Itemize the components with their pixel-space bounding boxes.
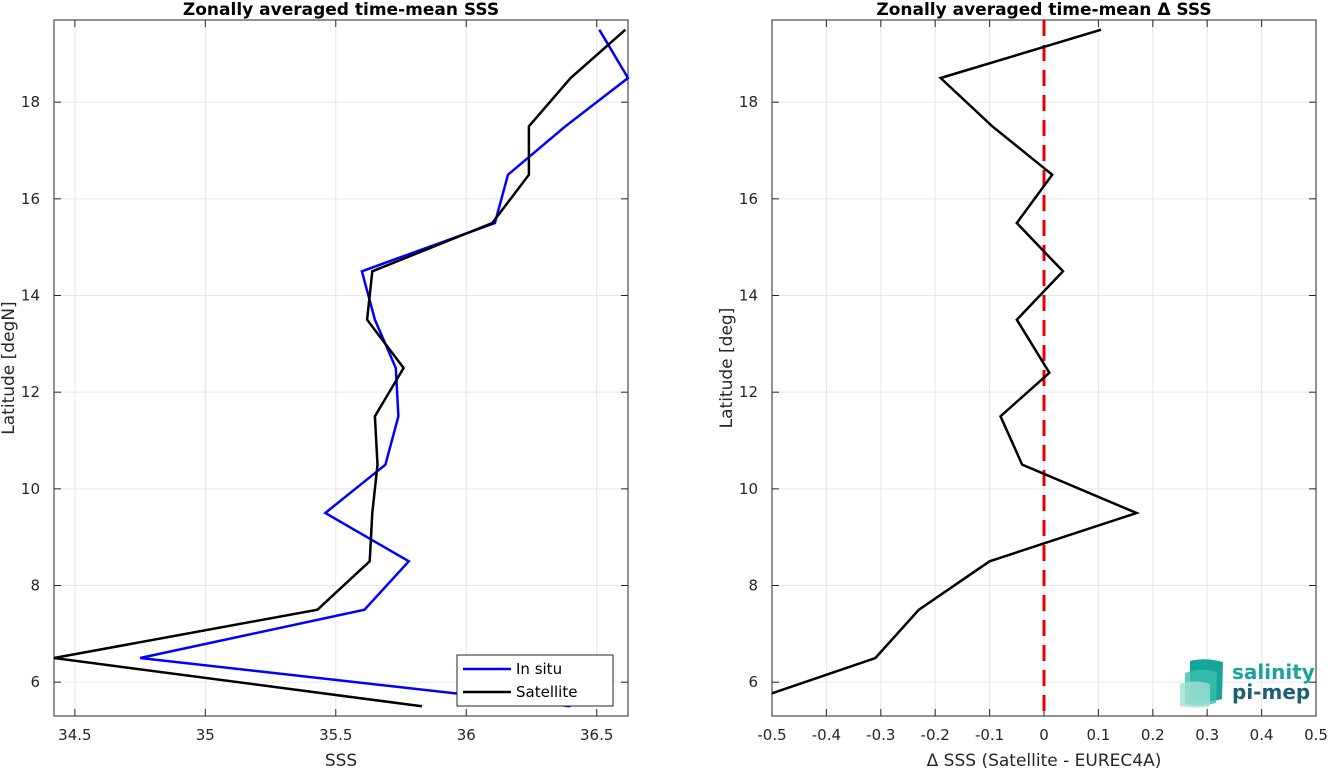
logo-line-2: pi-mep: [1232, 680, 1310, 704]
right-chart-x-tick-label: -0.5: [757, 726, 786, 744]
right-chart-y-tick-label: 12: [739, 383, 758, 401]
right-chart-y-axis-label: Latitude [deg]: [717, 308, 737, 429]
left-chart-x-tick-label: 34.5: [58, 726, 91, 744]
right-chart-x-axis-label: Δ SSS (Satellite - EUREC4A): [927, 751, 1162, 769]
left-chart-y-axis-label: Latitude [degN]: [0, 301, 19, 434]
left-chart-x-tick-label: 35: [196, 726, 215, 744]
right-chart-y-tick-label: 14: [739, 287, 758, 305]
left-chart-legend-label: Satellite: [516, 683, 577, 701]
left-chart-title: Zonally averaged time-mean SSS: [183, 0, 499, 20]
left-chart-legend: In situ Satellite: [456, 654, 614, 707]
left-chart-axes-frame: [53, 19, 629, 717]
right-chart-y-tick-label: 16: [739, 190, 758, 208]
right-chart-series-line-difference: [771, 28, 1141, 695]
wave-logo-icon: [1180, 659, 1223, 708]
right-chart-x-tick-label: 0.5: [1304, 726, 1328, 744]
left-chart-y-tick-label: 6: [30, 673, 40, 691]
left-chart-x-tick-label: 36: [457, 726, 476, 744]
right-chart-x-tick-label: 0.4: [1250, 726, 1274, 744]
right-chart-x-tick-label: 0.1: [1086, 726, 1110, 744]
left-chart-series-line-satellite: [53, 28, 627, 708]
right-chart-y-tick-label: 6: [748, 673, 758, 691]
left-chart-y-tick-label: 8: [30, 577, 40, 595]
salinity-pi-mep-logo: salinity pi-mep: [1180, 659, 1315, 708]
right-chart-x-tick-label: -0.4: [812, 726, 841, 744]
left-chart-x-tick-label: 35.5: [319, 726, 352, 744]
right-chart-x-tick-label: -0.2: [921, 726, 950, 744]
logo-line-1: salinity: [1232, 660, 1315, 684]
left-chart-grid: [54, 20, 628, 716]
left-chart-x-tick-label: 36.5: [580, 726, 613, 744]
right-chart-y-tick-label: 10: [739, 480, 758, 498]
left-chart-panel: Zonally averaged time-mean SSS SSS Latit…: [0, 0, 630, 769]
left-chart-y-tick-label: 10: [21, 480, 40, 498]
right-chart-x-tick-label: -0.3: [866, 726, 895, 744]
left-chart-y-tick-label: 18: [21, 93, 40, 111]
right-chart-y-tick-label: 18: [739, 93, 758, 111]
left-chart-y-tick-label: 12: [21, 383, 40, 401]
right-chart-panel: Zonally averaged time-mean Δ SSS Δ SSS (…: [717, 0, 1328, 769]
right-chart-x-tick-label: -0.1: [975, 726, 1004, 744]
right-chart-title: Zonally averaged time-mean Δ SSS: [876, 0, 1211, 20]
right-chart-x-tick-label: 0.3: [1195, 726, 1219, 744]
left-chart-legend-label: In situ: [516, 660, 562, 678]
right-chart-y-tick-label: 8: [748, 577, 758, 595]
right-chart-x-tick-label: 0.2: [1141, 726, 1165, 744]
left-chart-y-tick-label: 14: [21, 287, 40, 305]
left-chart-legend-box: [456, 654, 614, 707]
left-chart-series-line-in-situ: [139, 29, 630, 708]
right-chart-x-tick-label: 0: [1039, 726, 1049, 744]
left-chart-x-axis-label: SSS: [325, 751, 357, 769]
left-chart-y-tick-label: 16: [21, 190, 40, 208]
